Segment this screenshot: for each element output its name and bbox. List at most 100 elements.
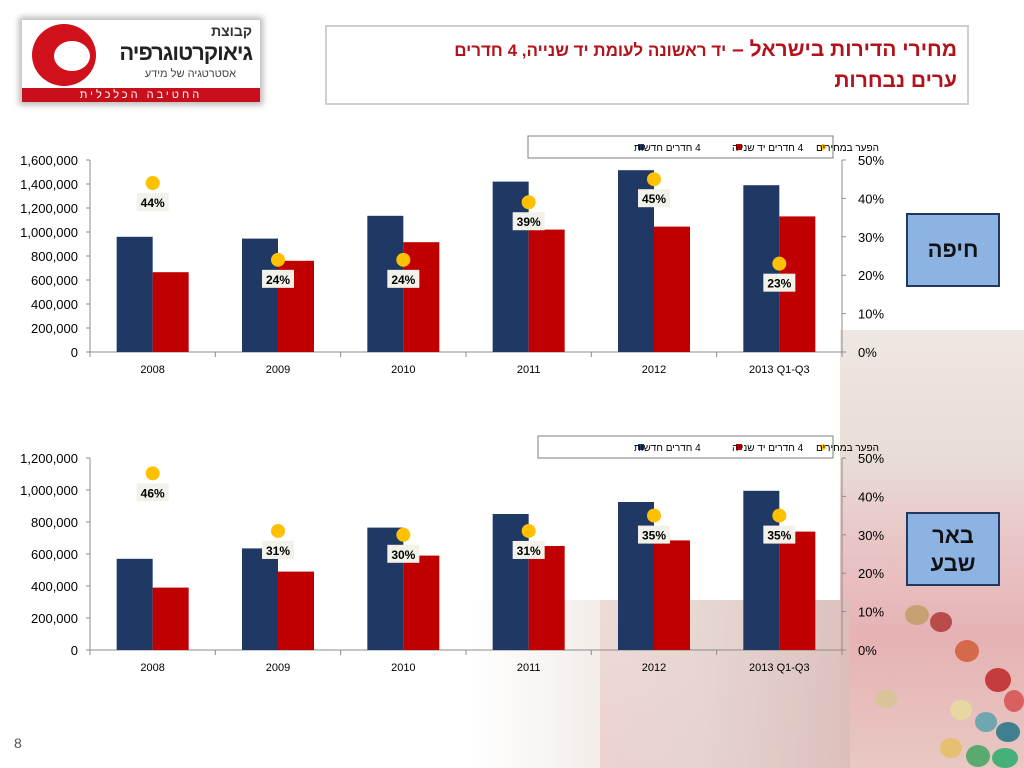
bar-new-apartments (116, 558, 153, 650)
title-main: מחירי הדירות בישראל – (732, 38, 957, 61)
gap-label-box (262, 269, 294, 288)
y2-tick-label: 50% (858, 451, 884, 466)
gap-point (647, 508, 661, 523)
gap-data-label: 35% (642, 529, 666, 543)
bar-secondhand-apartments (278, 571, 314, 650)
x-tick-label: 2013 Q1-Q3 (749, 662, 810, 674)
bar-new-apartments (116, 236, 153, 352)
chart-legend (527, 135, 834, 159)
bar-new-apartments (242, 548, 278, 650)
y-tick-label: 400,000 (31, 297, 78, 312)
page-number: 8 (14, 735, 22, 751)
gap-point (271, 523, 285, 538)
gap-point (271, 252, 285, 267)
y-tick-label: 600,000 (31, 273, 78, 288)
legend-marker (638, 144, 644, 150)
gap-label-box (136, 483, 169, 502)
y-tick-label: 400,000 (31, 579, 78, 594)
gap-data-label: 30% (391, 548, 415, 562)
y-tick-label: 1,200,000 (20, 201, 78, 216)
gap-data-label: 39% (517, 215, 541, 229)
y-tick-label: 600,000 (31, 547, 78, 562)
y-tick-label: 800,000 (31, 515, 78, 530)
y2-tick-label: 20% (858, 566, 884, 581)
legend-label: 4 חדרים יד שנייה (732, 143, 804, 154)
gap-label-box (262, 540, 294, 559)
gap-label-box (763, 273, 796, 292)
city-label-beer-sheva: באר שבע (906, 512, 1000, 586)
legend-label: הפער במחירים (816, 143, 879, 154)
y-tick-label: 1,600,000 (20, 153, 78, 168)
bar-secondhand-apartments (152, 272, 189, 352)
gap-label-box (763, 525, 796, 544)
gap-point (521, 195, 536, 210)
y-tick-label: 0 (71, 345, 78, 360)
city-label-haifa: חיפה (906, 213, 1000, 287)
y2-tick-label: 10% (858, 605, 884, 620)
bar-secondhand-apartments (654, 540, 690, 650)
gap-label-box (638, 189, 670, 208)
gap-point (772, 508, 787, 523)
bar-new-apartments (492, 514, 529, 650)
gap-data-label: 24% (266, 273, 290, 287)
gap-data-label: 46% (141, 486, 165, 500)
y-tick-label: 1,400,000 (20, 177, 78, 192)
company-logo: קבוצת גיאוקרטוגרפיה אסטרטגיה של מידע החט… (22, 20, 260, 102)
beer-sheva-chart: 1,200,000 1,000,000 800,000 600,000 400,000 2… (20, 435, 884, 674)
y2-tick-label: 10% (858, 307, 884, 322)
legend-label: 4 חדרים יד שנייה (732, 443, 804, 454)
bar-new-apartments (743, 185, 780, 352)
x-tick-label: 2010 (391, 662, 415, 674)
y2-tick-label: 0% (858, 643, 877, 658)
gap-point (647, 172, 661, 187)
chart-legend (537, 435, 834, 459)
gap-data-label: 35% (767, 529, 791, 543)
legend-marker (638, 444, 644, 450)
gap-point (396, 527, 411, 542)
slide-title: מחירי הדירות בישראל – יד ראשונה לעומת יד… (325, 25, 969, 105)
bar-secondhand-apartments (779, 531, 816, 650)
y2-tick-label: 50% (858, 153, 884, 168)
title-line2: ערים נבחרות (834, 69, 957, 92)
bar-new-apartments (618, 502, 654, 650)
legend-label: 4 חדרים חדשות (634, 443, 701, 454)
gap-data-label: 31% (517, 544, 541, 558)
y2-tick-label: 20% (858, 268, 884, 283)
x-tick-label: 2012 (642, 364, 666, 376)
legend-label: הפער במחירים (816, 443, 879, 454)
gap-point (396, 252, 411, 267)
logo-line2: גיאוקרטוגרפיה (119, 40, 253, 65)
gap-label-box (136, 193, 169, 212)
logo-bar: החטיבה הכלכלית (22, 88, 260, 102)
y2-tick-label: 0% (858, 345, 877, 360)
bar-new-apartments (492, 181, 529, 352)
y-tick-label: 1,000,000 (20, 225, 78, 240)
bar-secondhand-apartments (654, 226, 690, 352)
x-tick-label: 2008 (140, 662, 164, 674)
legend-marker (736, 444, 742, 450)
logo-line3: אסטרטגיה של מידע (144, 68, 236, 80)
y-tick-label: 1,000,000 (20, 483, 78, 498)
x-tick-label: 2011 (517, 364, 541, 376)
x-tick-label: 2009 (266, 662, 290, 674)
x-tick-label: 2010 (391, 364, 415, 376)
y2-tick-label: 30% (858, 528, 884, 543)
gap-label-box (638, 525, 670, 544)
legend-marker (736, 144, 742, 150)
y-tick-label: 200,000 (31, 321, 78, 336)
y-tick-label: 800,000 (31, 249, 78, 264)
gap-point (772, 256, 787, 271)
gap-point (521, 523, 536, 538)
gap-point (145, 176, 160, 191)
legend-marker-gap (820, 144, 826, 150)
gap-data-label: 44% (141, 196, 165, 210)
title-sub: יד ראשונה לעומת יד שנייה, 4 חדרים (454, 41, 727, 60)
y-tick-label: 0 (71, 643, 78, 658)
y2-tick-label: 40% (858, 489, 884, 504)
gap-label-box (387, 544, 420, 563)
x-tick-label: 2013 Q1-Q3 (749, 364, 810, 376)
bar-secondhand-apartments (403, 555, 440, 650)
logo-swirl-icon (32, 24, 96, 86)
legend-marker-gap (820, 444, 826, 450)
bar-secondhand-apartments (152, 587, 189, 650)
